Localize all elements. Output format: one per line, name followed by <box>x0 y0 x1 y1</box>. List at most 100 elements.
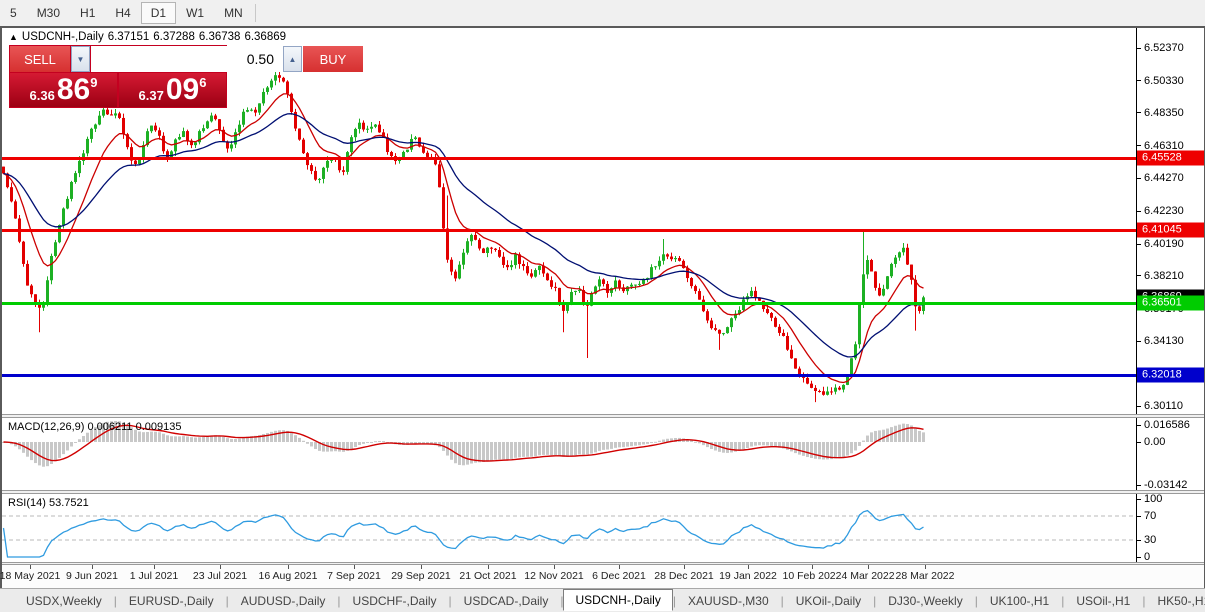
timeframe-button-m30[interactable]: M30 <box>36 6 61 20</box>
date-tick-mark <box>684 565 685 569</box>
macd-axis-tick: -0.03142 <box>1137 479 1204 491</box>
timeframe-button-h1[interactable]: H1 <box>80 6 96 20</box>
date-tick-mark <box>619 565 620 569</box>
buy-price-pip: 6 <box>199 75 207 90</box>
date-tick-mark <box>488 565 489 569</box>
rsi-axis-tick: 100 <box>1137 493 1204 505</box>
tab-audusd-daily[interactable]: AUDUSD-,Daily <box>240 593 326 608</box>
tab-ukoil-daily[interactable]: UKOil-,Daily <box>795 593 862 608</box>
sell-price-prefix: 6.36 <box>29 87 55 103</box>
tab-separator: | <box>974 593 978 608</box>
date-tick-mark <box>154 565 155 569</box>
price-axis: 6.52370 6.50330 6.48350 6.46310 6.44270 6.422… <box>1136 28 1204 414</box>
chart-window: ▲ USDCNH-,Daily 6.37151 6.37288 6.36738 6.368… <box>0 26 1205 588</box>
tab-xauusd-m30[interactable]: XAUUSD-,M30 <box>687 593 769 608</box>
date-tick-mark <box>748 565 749 569</box>
tab-separator: | <box>337 593 341 608</box>
date-label: 9 Jun 2021 <box>66 570 118 582</box>
price-tick: 6.38210 <box>1137 270 1204 282</box>
price-badge: 6.36501 <box>1137 295 1204 311</box>
date-tick-mark <box>220 565 221 569</box>
date-label: 28 Mar 2022 <box>895 570 955 582</box>
sell-button[interactable]: SELL <box>10 46 70 72</box>
toolbar-separator <box>254 4 256 22</box>
low-value: 6.36738 <box>198 31 241 43</box>
tab-uk100-h1[interactable]: UK100-,H1 <box>989 593 1050 608</box>
rsi-axis: 100 70 30 0 <box>1136 493 1204 563</box>
date-label: 19 Jan 2022 <box>719 570 777 582</box>
timeframe-button-h4[interactable]: H4 <box>115 6 131 20</box>
macd-plot[interactable] <box>2 418 1136 490</box>
date-tick-mark <box>354 565 355 569</box>
date-tick-mark <box>288 565 289 569</box>
volume-input[interactable] <box>91 46 282 72</box>
rsi-axis-tick: 70 <box>1137 510 1204 522</box>
price-tick: 6.46310 <box>1137 140 1204 152</box>
panel-separator[interactable] <box>2 490 1204 494</box>
volume-decrease-button[interactable]: ▼ <box>71 46 90 72</box>
symbol-period-label: USDCNH-,Daily <box>21 31 104 43</box>
macd-axis-tick: 0.016586 <box>1137 419 1204 431</box>
tab-hk50-h1[interactable]: HK50-,H1 <box>1157 593 1205 608</box>
tab-separator: | <box>672 593 676 608</box>
sell-price-big: 86 <box>56 73 91 106</box>
buy-price-display[interactable]: 6.37 09 6 <box>119 73 226 107</box>
timeframe-button-mn[interactable]: MN <box>224 6 243 20</box>
rsi-plot[interactable] <box>2 494 1136 562</box>
price-tick: 6.40190 <box>1137 238 1204 250</box>
volume-increase-button[interactable]: ▲ <box>283 46 302 72</box>
timeframe-toolbar: 5 M30 H1 H4 D1 W1 MN <box>0 0 1205 26</box>
rsi-axis-tick: 30 <box>1137 534 1204 546</box>
timeframe-button-w1[interactable]: W1 <box>186 6 205 20</box>
tab-dj30-weekly[interactable]: DJ30-,Weekly <box>888 593 963 608</box>
date-tick-mark <box>554 565 555 569</box>
macd-panel[interactable] <box>2 418 1136 490</box>
tab-separator: | <box>873 593 877 608</box>
tab-usoil-h1[interactable]: USOil-,H1 <box>1076 593 1131 608</box>
price-badge: 6.45528 <box>1137 150 1204 166</box>
collapse-arrow-icon[interactable]: ▲ <box>9 32 18 42</box>
date-label: 21 Oct 2021 <box>459 570 517 582</box>
horizontal-level-line[interactable] <box>2 156 1136 160</box>
date-label: 7 Sep 2021 <box>327 570 381 582</box>
timeframe-button-d1[interactable]: D1 <box>140 2 177 24</box>
tab-eurusd-daily[interactable]: EURUSD-,Daily <box>128 593 214 608</box>
sell-price-display[interactable]: 6.36 86 9 <box>10 73 117 107</box>
tab-separator: | <box>448 593 452 608</box>
tab-usdx-weekly[interactable]: USDX,Weekly <box>26 593 102 608</box>
tab-usdcnh-daily[interactable]: USDCNH-,Daily <box>563 588 673 611</box>
high-value: 6.37288 <box>153 31 195 43</box>
rsi-panel[interactable] <box>2 494 1136 562</box>
horizontal-level-line[interactable] <box>2 228 1136 232</box>
tab-separator: | <box>1061 593 1065 608</box>
tab-separator: | <box>560 593 564 608</box>
date-tick-mark <box>92 565 93 569</box>
date-tick-mark <box>421 565 422 569</box>
tab-separator: | <box>113 593 117 608</box>
date-label: 4 Mar 2022 <box>841 570 895 582</box>
chart-title: ▲ USDCNH-,Daily 6.37151 6.37288 6.36738 6.368… <box>9 31 290 43</box>
rsi-axis-tick: 0 <box>1137 551 1204 563</box>
date-tick-mark <box>925 565 926 569</box>
timeframe-button-5[interactable]: 5 <box>10 6 17 20</box>
date-label: 1 Jul 2021 <box>129 570 179 582</box>
tab-usdchf-daily[interactable]: USDCHF-,Daily <box>352 593 437 608</box>
price-badge: 6.32018 <box>1137 367 1204 383</box>
panel-separator[interactable] <box>2 414 1204 418</box>
date-tick-mark <box>812 565 813 569</box>
panel-separator <box>2 562 1204 565</box>
tab-separator: | <box>225 593 229 608</box>
price-badge: 6.41045 <box>1137 222 1204 238</box>
buy-button[interactable]: BUY <box>303 46 363 72</box>
date-label: 28 Dec 2021 <box>654 570 714 582</box>
date-label: 10 Feb 2022 <box>782 570 842 582</box>
date-axis[interactable]: 18 May 2021 9 Jun 2021 1 Jul 2021 23 Jul 20… <box>0 565 1204 588</box>
open-value: 6.37151 <box>107 31 150 43</box>
date-label: 6 Dec 2021 <box>592 570 646 582</box>
close-value: 6.36869 <box>244 31 287 43</box>
horizontal-level-line[interactable] <box>2 373 1136 377</box>
date-label: 12 Nov 2021 <box>524 570 584 582</box>
horizontal-level-line[interactable] <box>2 301 1136 305</box>
price-tick: 6.52370 <box>1137 42 1204 54</box>
tab-usdcad-daily[interactable]: USDCAD-,Daily <box>463 593 549 608</box>
